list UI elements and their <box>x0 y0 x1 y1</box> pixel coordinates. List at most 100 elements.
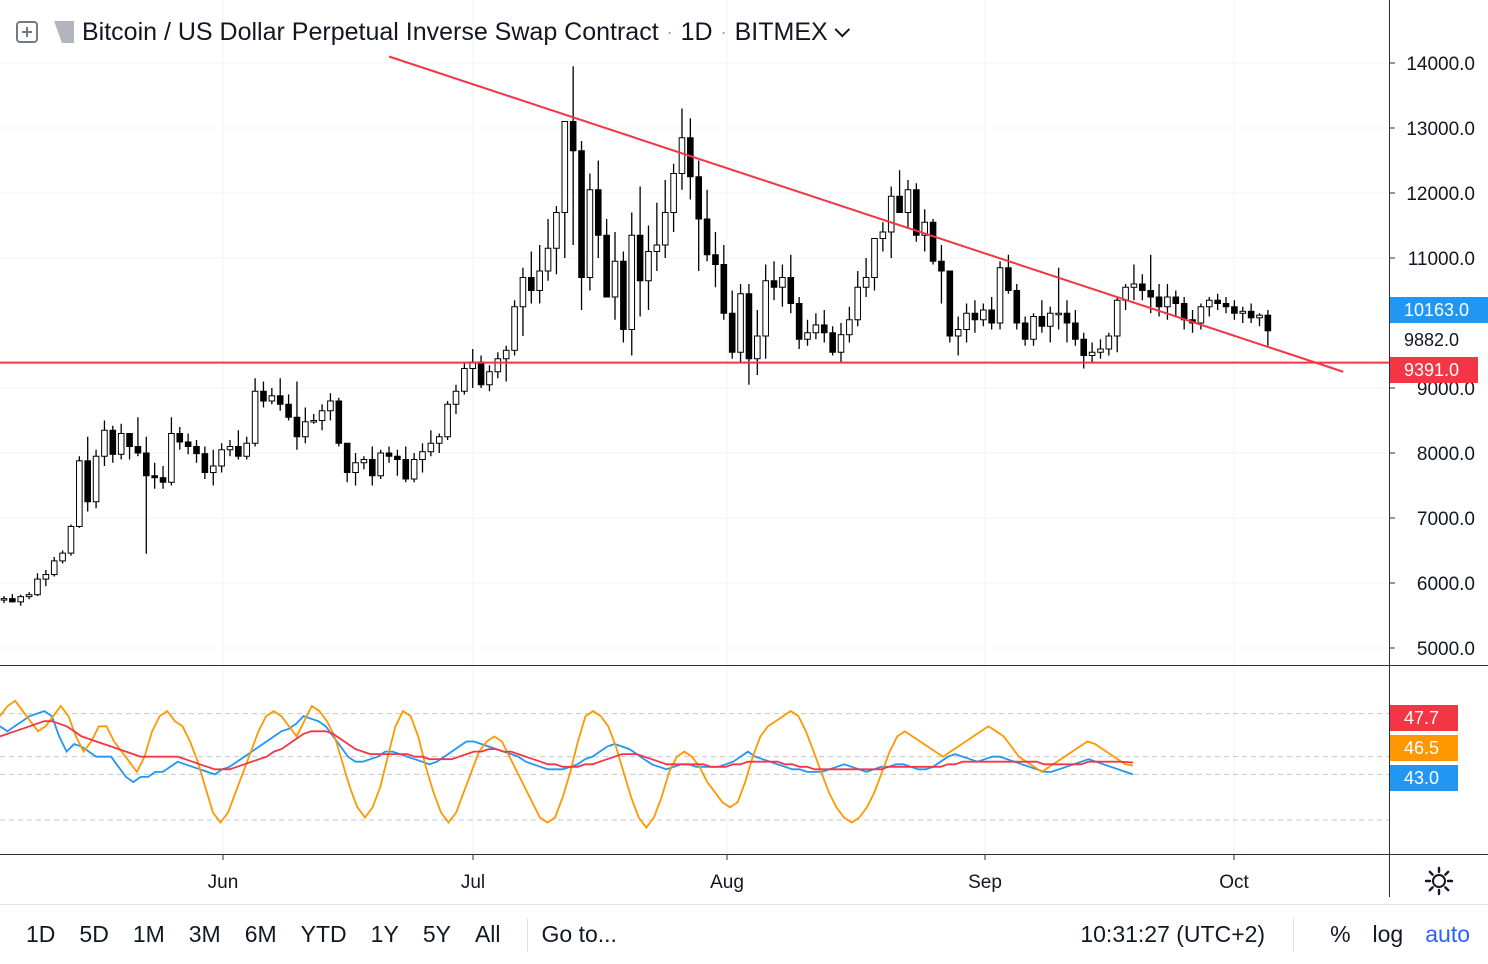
candle-body <box>402 459 410 480</box>
candle-body <box>117 433 125 455</box>
candle <box>636 186 644 317</box>
candle-body <box>427 442 435 453</box>
candle <box>1214 293 1221 310</box>
candle <box>1247 303 1255 323</box>
price-tick-label: 11000.0 <box>1408 249 1475 270</box>
candle <box>260 381 267 408</box>
candle <box>1046 306 1054 343</box>
range-button[interactable]: 1D <box>26 921 56 947</box>
drawing-annotations <box>0 55 1389 373</box>
range-button[interactable]: 1M <box>132 921 165 947</box>
candle-body <box>226 446 234 451</box>
candle <box>1139 274 1146 301</box>
expand-icon[interactable] <box>16 21 38 43</box>
candle-body <box>820 324 828 334</box>
last-price-badge: 10163.0 <box>1390 297 1488 323</box>
candlestick-series <box>0 66 1272 606</box>
candle-body <box>34 578 41 596</box>
range-button[interactable]: 3M <box>188 921 221 947</box>
candle-body <box>536 270 543 291</box>
log-toggle[interactable]: log <box>1372 921 1404 947</box>
range-button[interactable]: 5Y <box>422 921 451 947</box>
range-button[interactable]: All <box>474 921 501 947</box>
candle-body <box>846 319 853 336</box>
candle-body <box>979 309 987 321</box>
candle <box>569 66 577 245</box>
candle <box>126 433 133 460</box>
candle-body <box>17 596 25 603</box>
candle <box>720 245 728 320</box>
candle <box>728 290 736 359</box>
candle <box>1205 297 1213 317</box>
candle <box>502 345 510 382</box>
candle <box>1038 300 1046 333</box>
candle-body <box>779 277 786 288</box>
percent-toggle[interactable]: % <box>1330 921 1351 947</box>
candle-body <box>1072 322 1079 340</box>
candle-body <box>620 260 627 330</box>
candle <box>879 222 887 252</box>
candle <box>511 300 518 356</box>
candle-body <box>913 189 920 236</box>
candle <box>368 446 376 486</box>
candle <box>477 355 485 388</box>
auto-toggle[interactable]: auto <box>1425 921 1470 947</box>
symbol-title[interactable]: Bitcoin / US Dollar Perpetual Inverse Sw… <box>82 17 659 46</box>
time-tick-label: Aug <box>710 872 744 893</box>
range-button[interactable]: 6M <box>244 921 277 947</box>
candle-body <box>762 280 769 337</box>
candle <box>862 258 870 297</box>
bottom-toolbar: 1D 5D 1M 3M 6M YTD 1Y 5Y All Go to... 10… <box>0 904 1488 964</box>
candle <box>50 557 58 577</box>
candle-body <box>67 525 75 554</box>
symbol-icon <box>54 21 74 43</box>
candle-body <box>921 221 929 236</box>
candle-body <box>1264 314 1272 332</box>
chart-canvas[interactable]: 14000.0 13000.0 12000.0 11000.0 9000.0 8000.0… <box>0 0 1488 905</box>
candle-body <box>302 421 309 438</box>
candle <box>1172 290 1180 317</box>
candle-body <box>343 442 351 473</box>
candle-body <box>360 459 368 464</box>
candle-body <box>1046 312 1054 327</box>
candle-body <box>971 312 979 321</box>
trendline <box>388 55 1344 373</box>
candle <box>34 573 41 596</box>
candle-body <box>101 429 108 457</box>
candle-body <box>754 335 761 360</box>
candle-body <box>1113 299 1121 337</box>
candle <box>661 180 669 258</box>
candle-body <box>636 234 644 282</box>
clock-label[interactable]: 10:31:27 (UTC+2) <box>1080 921 1266 947</box>
candle-body <box>678 137 686 174</box>
support-price-badge: 9391.0 <box>1390 357 1478 383</box>
candle-body <box>1030 316 1037 340</box>
candle <box>820 310 828 343</box>
candle-body <box>812 324 820 334</box>
toolbar-right: 10:31:27 (UTC+2) % log auto <box>1080 917 1470 952</box>
candle-body <box>1063 312 1071 324</box>
candle <box>318 404 326 431</box>
goto-button[interactable]: Go to... <box>541 921 617 947</box>
candle-body <box>737 293 744 353</box>
price-tick-label: 13000.0 <box>1406 119 1475 140</box>
candle <box>385 446 393 463</box>
time-tick-label: Oct <box>1219 872 1249 893</box>
candle <box>971 300 979 333</box>
range-button[interactable]: 1Y <box>370 921 399 947</box>
candle-body <box>854 286 862 321</box>
candle-body <box>586 189 594 278</box>
candle-body <box>603 234 610 298</box>
exchange-label[interactable]: BITMEX <box>734 17 828 46</box>
gear-icon[interactable] <box>1423 865 1455 897</box>
candle-body <box>201 453 209 473</box>
candle <box>963 303 970 343</box>
candle <box>218 443 225 473</box>
candle-body <box>569 121 577 152</box>
candle <box>988 297 995 330</box>
interval-label[interactable]: 1D <box>680 17 713 46</box>
price-tick-label: 9000.0 <box>1417 379 1475 400</box>
indicator-line-smoothed <box>0 699 1134 830</box>
range-button[interactable]: 5D <box>79 921 109 947</box>
range-button[interactable]: YTD <box>300 921 347 947</box>
